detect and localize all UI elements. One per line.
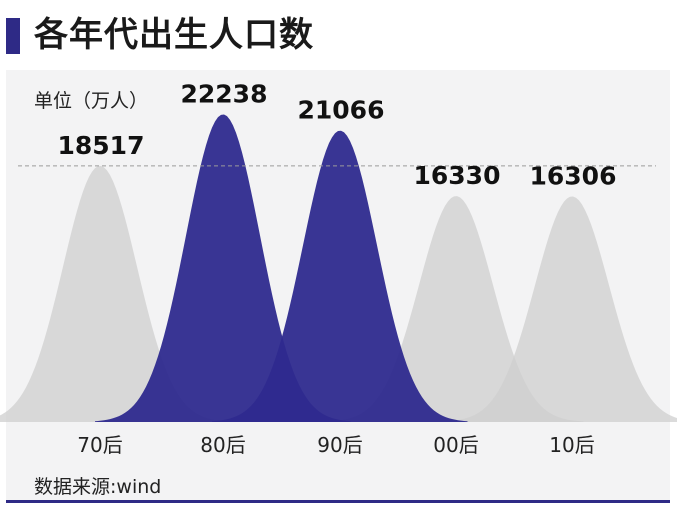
category-label-00后: 00后 (433, 433, 478, 457)
title-accent-bar (6, 18, 20, 54)
value-label-10后: 16306 (530, 161, 617, 190)
header: 各年代出生人口数 (0, 0, 677, 66)
curve-90后 (212, 130, 468, 422)
category-label-90后: 90后 (317, 433, 362, 457)
category-label-80后: 80后 (200, 433, 245, 457)
value-label-90后: 21066 (298, 96, 385, 125)
value-label-80后: 22238 (181, 79, 268, 108)
curve-70后 (0, 165, 228, 422)
curve-00后 (328, 196, 584, 422)
curve-80后 (95, 114, 351, 423)
source-label: 数据来源:wind (34, 476, 162, 498)
category-label-10后: 10后 (549, 433, 594, 457)
unit-label: 单位（万人） (34, 90, 149, 112)
category-label-70后: 70后 (77, 433, 122, 457)
value-label-70后: 18517 (58, 131, 145, 160)
bottom-accent-line (6, 500, 670, 503)
curve-10后 (444, 196, 677, 422)
value-label-00后: 16330 (414, 161, 501, 190)
page-title: 各年代出生人口数 (34, 15, 314, 55)
